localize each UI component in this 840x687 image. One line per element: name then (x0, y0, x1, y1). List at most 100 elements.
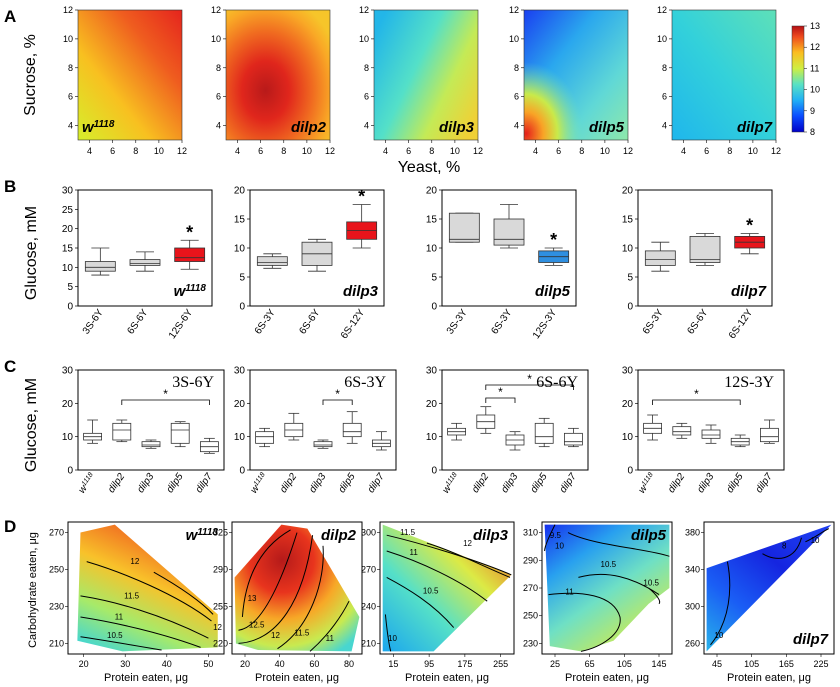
panel-letter-a: A (4, 7, 16, 26)
contour-line (238, 532, 298, 631)
x-category-label: dilp2 (106, 471, 127, 495)
box-dilp2: dilp2 (106, 419, 132, 495)
x-tick-label: 175 (457, 659, 472, 669)
heatmap-label: w1118 (82, 119, 115, 137)
y-tick-label: 30 (62, 186, 74, 197)
contour-label: 11.5 (400, 528, 416, 537)
y-tick-label: 20 (62, 224, 74, 235)
contour-label: 12 (213, 623, 222, 632)
y-tick-label: 20 (622, 399, 634, 410)
heatmap-fill (672, 10, 776, 140)
x-category-label: dilp3 (135, 471, 156, 495)
y-tick-label: 10 (234, 432, 246, 443)
x-tick-label: 12 (623, 146, 633, 156)
contour-line (80, 636, 162, 651)
y-tick-label: 6 (514, 92, 519, 102)
y-tick-label: 380 (685, 528, 700, 538)
heatmap-hotspot (524, 10, 628, 140)
box-w1118: w1118 (637, 414, 662, 496)
plot-frame (77, 369, 225, 471)
x-tick-label: 165 (779, 659, 794, 669)
significance-star: * (550, 230, 557, 250)
y-tick-label: 290 (523, 555, 538, 565)
box-dilp5: dilp5 (529, 417, 554, 495)
x-tick-label: 6 (704, 146, 709, 156)
contour-label: 11.5 (124, 592, 140, 601)
y-tick-label: 8 (216, 63, 221, 73)
x-category-label: dilp5 (725, 471, 746, 495)
contour-surface (234, 524, 360, 652)
y-tick-label: 10 (622, 432, 634, 443)
significance-bracket (121, 399, 210, 405)
x-tick-label: 40 (275, 659, 285, 669)
x-axis-title: Protein eaten, μg (565, 672, 649, 684)
y-tick-label: 20 (234, 399, 246, 410)
heatmap-dilp3: 4 6 8 10 12 4 6 8 10 12 dilp3 (359, 5, 483, 156)
x-tick-label: 6 (110, 146, 115, 156)
y-tick-label: 15 (234, 215, 246, 226)
y-tick-label: 5 (239, 273, 245, 284)
contour-label: 10.5 (643, 578, 659, 587)
box-body (672, 426, 692, 436)
heatmap-label: dilp5 (589, 119, 625, 136)
plot-frame (249, 369, 397, 471)
y-tick-label: 10 (211, 34, 221, 44)
y-tick-label: 20 (622, 186, 634, 197)
x-tick-label: 145 (651, 659, 666, 669)
y-axis-title: Glucose, mM (23, 206, 40, 300)
heatmap-dilp5: 4 6 8 10 12 4 6 8 10 12 dilp5 (509, 5, 633, 156)
plot-label: dilp7 (731, 283, 767, 300)
plot-frame (231, 521, 363, 655)
box-body (170, 422, 190, 444)
y-tick-label: 0 (627, 466, 633, 477)
plot-label: dilp2 (321, 527, 357, 544)
x-tick-label: 25 (550, 659, 560, 669)
heatmap-frame (671, 9, 777, 141)
y-tick-label: 10 (359, 34, 369, 44)
x-category-label: 6S-3Y (253, 307, 278, 336)
y-tick-label: 240 (361, 601, 376, 611)
y-tick-label: 12 (359, 5, 369, 15)
boxplot-c-6S-3Y: 0 10 20 30 w1118 dilp2 dilp3 dilp5 dilp7 6S-3Y * (234, 366, 397, 496)
x-tick-label: 20 (240, 659, 250, 669)
box-dilp3: dilp3 (695, 424, 721, 495)
contour-line (238, 535, 314, 644)
x-tick-label: 12 (325, 146, 335, 156)
contour-label: 11 (409, 548, 418, 557)
plot-frame (637, 369, 785, 471)
x-category-label: w1118 (76, 471, 98, 496)
y-tick-label: 10 (62, 263, 74, 274)
y-tick-label: 8 (514, 63, 519, 73)
plot-frame (67, 521, 225, 655)
box-body (534, 422, 554, 444)
y-tick-label: 25 (62, 205, 74, 216)
contour-line (153, 571, 214, 615)
plot-frame (441, 369, 589, 471)
heatmap-fill (374, 10, 478, 140)
y-tick-label: 15 (62, 244, 74, 255)
x-category-label: dilp7 (754, 471, 775, 495)
y-tick-label: 0 (431, 466, 437, 477)
x-category-label: dilp2 (278, 471, 299, 495)
y-tick-label: 6 (662, 92, 667, 102)
contour-line (710, 561, 731, 646)
contour-label: 10 (555, 541, 564, 550)
significance-bracket (322, 399, 353, 405)
y-tick-label: 10 (622, 244, 634, 255)
y-tick-label: 6 (364, 92, 369, 102)
x-axis-title: Yeast, % (398, 159, 461, 176)
box-dilp3: dilp3 (499, 431, 525, 495)
significance-star: * (694, 387, 699, 401)
y-tick-label: 12 (211, 5, 221, 15)
significance-star: * (498, 385, 503, 399)
y-tick-label: 30 (622, 366, 634, 377)
contour-line (384, 614, 392, 652)
x-axis-title: Protein eaten, μg (405, 672, 489, 684)
box-6S-3Y: 6S-3Y (641, 241, 676, 336)
contour-line (548, 592, 621, 652)
box-dilp5: dilp5 (337, 411, 362, 495)
contour-label: 10.5 (601, 560, 617, 569)
x-tick-label: 12 (177, 146, 187, 156)
x-tick-label: 4 (87, 146, 92, 156)
